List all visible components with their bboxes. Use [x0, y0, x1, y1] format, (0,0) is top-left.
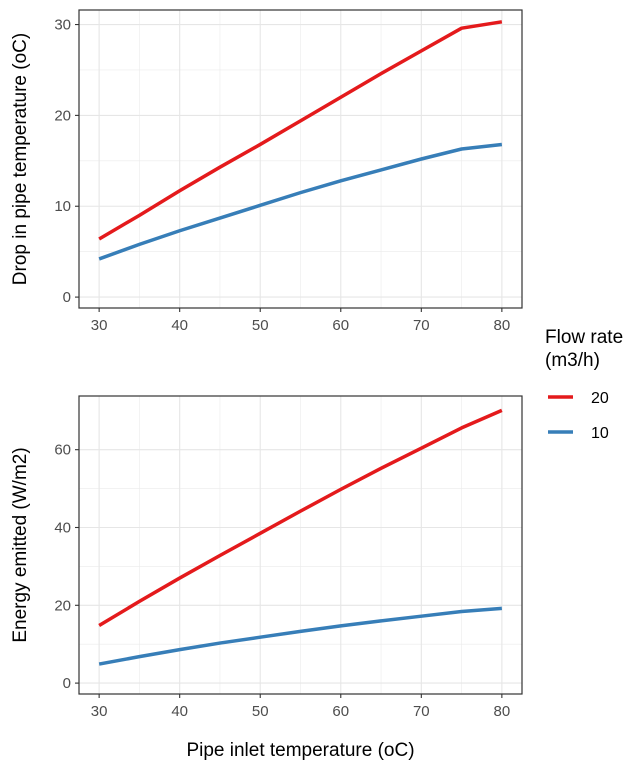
bottom-chart-panel: 30 40 50 60 70 80 0 20 40 60 Energy emitted (W/m2)…: [10, 395, 523, 761]
y-tick-label: 0: [63, 675, 71, 692]
series-line-20: [98, 20, 503, 241]
y-tick-label: 30: [54, 17, 71, 34]
y-axis-title: Drop in pipe temperature (oC): [10, 33, 31, 285]
panel-border: [78, 9, 523, 309]
legend-title-line-1: Flow rate: [545, 327, 623, 348]
series-line-10: [98, 142, 503, 261]
x-tick-label: 80: [494, 703, 511, 720]
y-tick-label: 0: [63, 289, 71, 306]
x-tick-label: 30: [91, 317, 108, 334]
x-tick-label: 50: [252, 703, 269, 720]
x-tick-label: 70: [413, 703, 430, 720]
legend: Flow rate (m3/h) 20 10: [545, 327, 623, 442]
x-tick-label: 30: [91, 703, 108, 720]
x-tick-label: 60: [332, 703, 349, 720]
top-chart-panel: 30 40 50 60 70 80 0 10 20 30 Drop in pipe temperat…: [10, 9, 523, 334]
y-tick-label: 40: [54, 519, 71, 536]
y-axis-title: Energy emitted (W/m2): [10, 447, 31, 642]
series-line-20: [98, 408, 503, 628]
x-axis-title: Pipe inlet temperature (oC): [186, 740, 414, 761]
legend-title-line-2: (m3/h): [545, 350, 600, 371]
legend-label: 10: [591, 425, 609, 442]
y-tick-label: 20: [54, 107, 71, 124]
x-tick-label: 80: [494, 317, 511, 334]
panel-border: [78, 395, 523, 695]
y-tick-label: 10: [54, 198, 71, 215]
series-line-10: [98, 606, 502, 666]
x-tick-label: 40: [171, 703, 188, 720]
x-tick-label: 70: [413, 317, 430, 334]
legend-label: 20: [591, 390, 609, 407]
y-tick-label: 60: [54, 442, 71, 459]
x-tick-label: 40: [171, 317, 188, 334]
y-tick-label: 20: [54, 597, 71, 614]
x-tick-label: 60: [332, 317, 349, 334]
x-tick-label: 50: [252, 317, 269, 334]
